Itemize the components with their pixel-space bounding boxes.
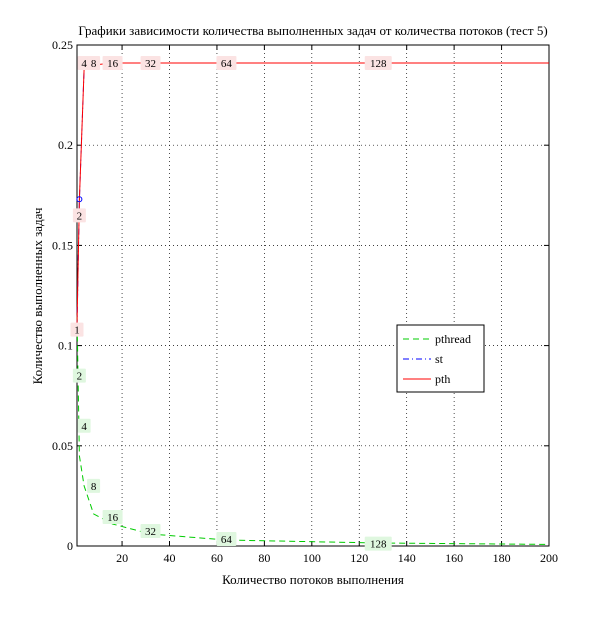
x-tick-label: 60 — [211, 551, 223, 565]
data-label: 8 — [91, 58, 97, 70]
data-label: 1 — [74, 325, 80, 337]
data-label: 128 — [370, 539, 387, 551]
x-tick-label: 160 — [445, 551, 463, 565]
data-label-box — [72, 208, 86, 223]
plot-area: 20 40 60 80 100 120 140 160 180 200 0 0.05 0.1 0.15 0.… — [52, 38, 558, 565]
legend-entry-pthread: pthread — [435, 332, 471, 346]
data-label: 4 — [81, 58, 87, 70]
legend-entry-st: st — [435, 352, 444, 366]
x-tick-label: 80 — [258, 551, 270, 565]
data-label-box — [364, 56, 392, 71]
data-label: 128 — [370, 58, 387, 70]
y-tick-label: 0.05 — [52, 439, 73, 453]
legend-entry-pth: pth — [435, 372, 450, 386]
data-label-box — [364, 536, 392, 551]
axes-box — [76, 44, 550, 547]
data-label-box — [87, 56, 101, 71]
data-label-box — [102, 509, 123, 524]
y-tick-label: 0.2 — [58, 138, 73, 152]
data-label-box — [140, 56, 161, 71]
data-label: 2 — [77, 210, 83, 222]
y-axis-label: Количество выполненных задач — [30, 207, 45, 384]
data-label: 64 — [221, 58, 233, 70]
plot-background — [77, 45, 549, 546]
data-label-box — [72, 368, 86, 383]
x-tick-label: 180 — [493, 551, 511, 565]
x-tick-label: 120 — [350, 551, 368, 565]
x-tick-label: 20 — [116, 551, 128, 565]
data-label-box — [87, 478, 101, 493]
series-line-pthread — [76, 315, 550, 545]
data-label: 64 — [221, 534, 233, 546]
data-label-box — [70, 322, 84, 337]
data-label: 16 — [107, 512, 119, 524]
data-label: 32 — [145, 526, 156, 538]
data-label: 2 — [77, 371, 83, 383]
data-label-box — [216, 56, 237, 71]
x-tick-label: 200 — [540, 551, 558, 565]
y-tick-label: 0 — [67, 539, 73, 553]
y-tick-label: 0.1 — [58, 339, 73, 353]
data-label: 8 — [91, 481, 97, 493]
data-label: 4 — [81, 421, 87, 433]
data-label-box — [140, 523, 161, 538]
data-label-box — [77, 418, 91, 433]
x-axis-label: Количество потоков выполнения — [222, 572, 404, 587]
x-tick-label: 100 — [303, 551, 321, 565]
y-tick-label: 0.25 — [52, 38, 73, 52]
x-tick-label: 40 — [164, 551, 176, 565]
data-label: 32 — [145, 58, 156, 70]
legend: pthread st pth — [396, 324, 485, 393]
data-label: 16 — [107, 58, 119, 70]
y-tick-label: 0.15 — [52, 238, 73, 252]
st-point-marker — [76, 196, 83, 203]
data-label-box — [102, 56, 123, 71]
legend-box — [396, 324, 485, 393]
x-tick-label: 140 — [398, 551, 416, 565]
chart-title: Графики зависимости количества выполненн… — [78, 23, 547, 38]
data-label-box — [216, 531, 237, 546]
